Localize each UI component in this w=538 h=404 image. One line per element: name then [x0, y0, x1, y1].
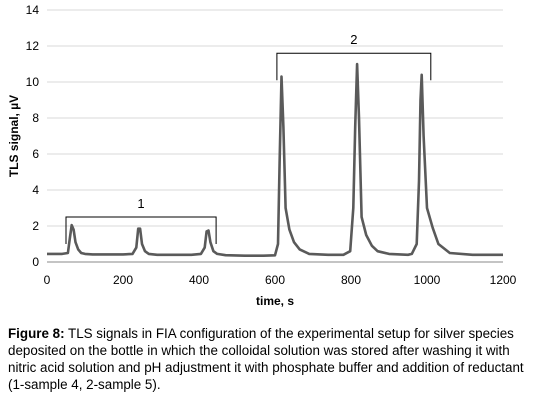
x-tick-label: 600 — [265, 273, 285, 287]
y-axis-title: TLS signal, µV — [7, 95, 21, 177]
caption-label: Figure 8: — [8, 326, 65, 341]
annotation-bracket — [276, 52, 432, 81]
y-tick-label: 8 — [32, 111, 39, 125]
x-tick-labels: 0 200 400 600 800 1000 1200 — [44, 273, 517, 287]
y-tick-label: 10 — [26, 75, 40, 89]
annotations: 12 — [65, 32, 432, 244]
caption-text: TLS signals in FIA configuration of the … — [8, 326, 524, 392]
y-tick-label: 6 — [32, 147, 39, 161]
annotation-bracket — [65, 216, 217, 244]
gridlines — [47, 9, 503, 227]
x-axis-title: time, s — [256, 294, 294, 308]
series-line — [47, 62, 503, 257]
x-tick-label: 200 — [113, 273, 133, 287]
x-tick-label: 0 — [44, 273, 51, 287]
y-tick-label: 2 — [32, 219, 39, 233]
y-tick-label: 12 — [26, 39, 40, 53]
x-tick-label: 800 — [341, 273, 361, 287]
y-tick-label: 0 — [32, 255, 39, 269]
x-tick-label: 1200 — [490, 273, 517, 287]
y-tick-label: 14 — [26, 3, 40, 17]
figure-caption: Figure 8: TLS signals in FIA configurati… — [8, 325, 534, 393]
y-tick-label: 4 — [32, 183, 39, 197]
x-tick-label: 400 — [189, 273, 209, 287]
annotation-label: 2 — [350, 32, 357, 47]
y-tick-labels: 0 2 4 6 8 10 12 14 — [26, 3, 40, 269]
annotation-label: 1 — [137, 196, 144, 211]
x-tick-label: 1000 — [414, 273, 441, 287]
